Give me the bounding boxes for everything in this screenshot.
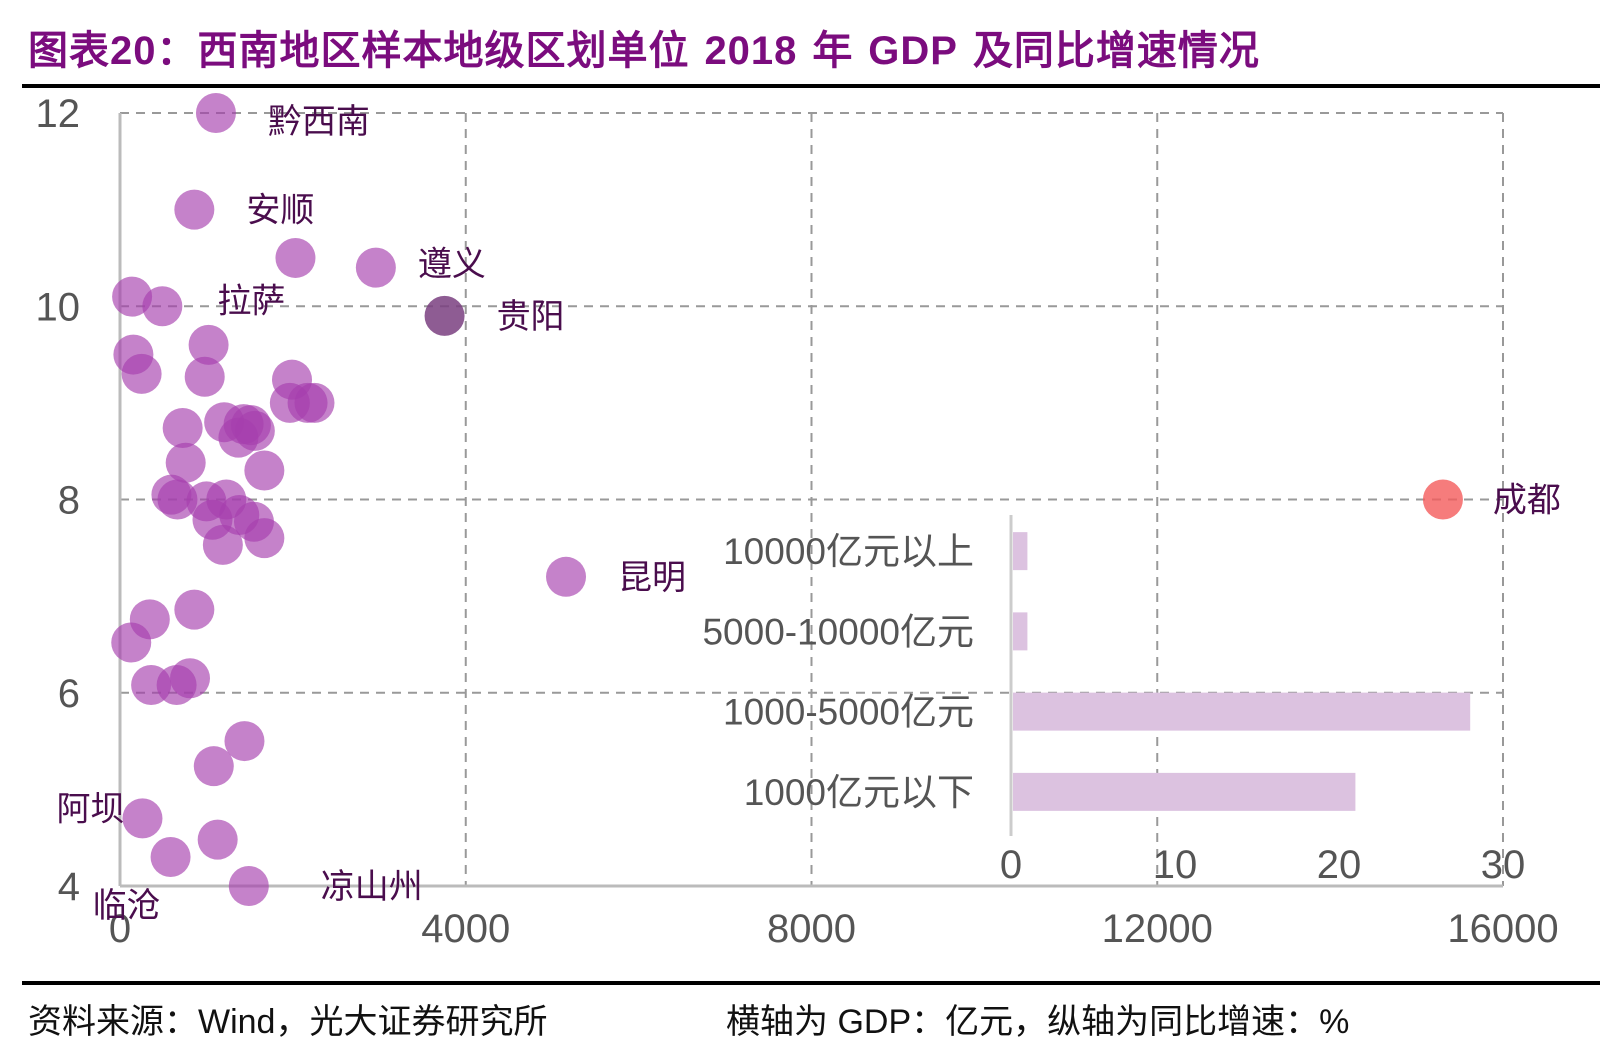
inset-bar-chart: 10000亿元以上 5000-10000亿元 1000-5000亿元 1000亿元以下… — [702, 515, 1525, 887]
inset-bar — [1013, 532, 1028, 571]
title-text: ：西南地区样本地级区划单位 — [156, 27, 690, 74]
title-prefix: 图表 — [28, 27, 110, 74]
title-gdp: GDP — [868, 29, 958, 73]
inset-bar — [1013, 692, 1471, 731]
title-suffix: 及同比增速情况 — [972, 27, 1260, 74]
scatter-point — [546, 556, 587, 597]
inset-bar — [1013, 612, 1028, 651]
point-label: 拉萨 — [217, 281, 285, 321]
point-label: 安顺 — [246, 191, 314, 231]
inset-x-tick-label: 20 — [1317, 843, 1362, 887]
scatter-point — [355, 247, 396, 288]
scatter-point — [202, 524, 243, 565]
y-tick-label: 10 — [36, 285, 81, 329]
scatter-point — [294, 382, 335, 423]
scatter-point — [244, 450, 285, 491]
scatter-point — [230, 405, 271, 446]
chart-title: 图表20：西南地区样本地级区划单位 2018 年 GDP 及同比增速情况 — [28, 18, 1260, 76]
point-label: 贵阳 — [497, 297, 565, 337]
title-mid: 年 — [812, 27, 854, 74]
x-tick-label: 12000 — [1102, 907, 1213, 951]
footer-divider — [22, 981, 1600, 985]
scatter-point — [275, 237, 316, 278]
x-tick-label: 8000 — [767, 907, 856, 951]
point-label: 阿坝 — [56, 789, 124, 829]
axes: 4 6 8 10 12 0 4000 8000 12000 16000 — [36, 92, 1559, 951]
inset-category-label: 1000-5000亿元 — [723, 692, 974, 733]
scatter-point — [228, 866, 269, 906]
grid-lines — [120, 112, 1504, 886]
scatter-point — [165, 442, 206, 483]
scatter-point — [174, 189, 215, 230]
scatter-point — [1422, 479, 1463, 520]
scatter-point — [244, 518, 285, 559]
scatter-point — [197, 819, 238, 860]
scatter-point — [112, 276, 153, 317]
title-divider — [22, 84, 1600, 88]
inset-x-tick-label: 30 — [1481, 843, 1526, 887]
point-label: 临沧 — [93, 886, 161, 926]
scatter-point — [195, 93, 236, 133]
point-label: 成都 — [1493, 481, 1561, 521]
scatter-point — [142, 286, 183, 327]
y-tick-label: 4 — [58, 865, 80, 909]
scatter-point — [111, 622, 152, 663]
y-tick-label: 12 — [36, 92, 81, 136]
x-tick-label: 4000 — [421, 907, 510, 951]
chart-canvas: 4 6 8 10 12 0 4000 8000 12000 16000 10000亿元以上 5000… — [36, 92, 1561, 951]
point-label: 昆明 — [618, 558, 686, 598]
inset-x-tick-label: 0 — [1000, 843, 1022, 887]
scatter-point — [193, 746, 234, 787]
scatter-points — [111, 93, 1463, 906]
title-year: 2018 — [704, 29, 798, 73]
inset-category-label: 1000亿元以下 — [744, 772, 974, 813]
scatter-point — [121, 353, 162, 394]
scatter-point — [184, 356, 225, 397]
point-label: 凉山州 — [321, 867, 423, 907]
title-number: 20 — [110, 29, 157, 73]
scatter-point — [122, 798, 163, 839]
point-label: 黔西南 — [268, 102, 370, 142]
scatter-point — [188, 324, 229, 365]
y-tick-label: 6 — [58, 672, 80, 716]
point-label: 遵义 — [418, 245, 486, 285]
scatter-point — [424, 295, 465, 336]
inset-category-label: 5000-10000亿元 — [702, 611, 974, 652]
y-tick-label: 8 — [58, 479, 80, 523]
x-tick-label: 16000 — [1447, 907, 1558, 951]
scatter-point — [174, 589, 215, 630]
axis-note: 横轴为 GDP：亿元，纵轴为同比增速：% — [726, 1003, 1350, 1041]
scatter-point — [150, 837, 191, 878]
x-tick-label: 0 — [109, 907, 131, 951]
scatter-point — [162, 407, 203, 448]
scatter-point — [224, 721, 265, 762]
inset-x-tick-label: 10 — [1153, 843, 1198, 887]
inset-category-label: 10000亿元以上 — [723, 531, 974, 572]
scatter-point — [170, 658, 211, 699]
inset-bar — [1013, 772, 1356, 811]
scatter-point — [157, 479, 198, 520]
source-note: 资料来源：Wind，光大证券研究所 — [28, 1003, 548, 1041]
